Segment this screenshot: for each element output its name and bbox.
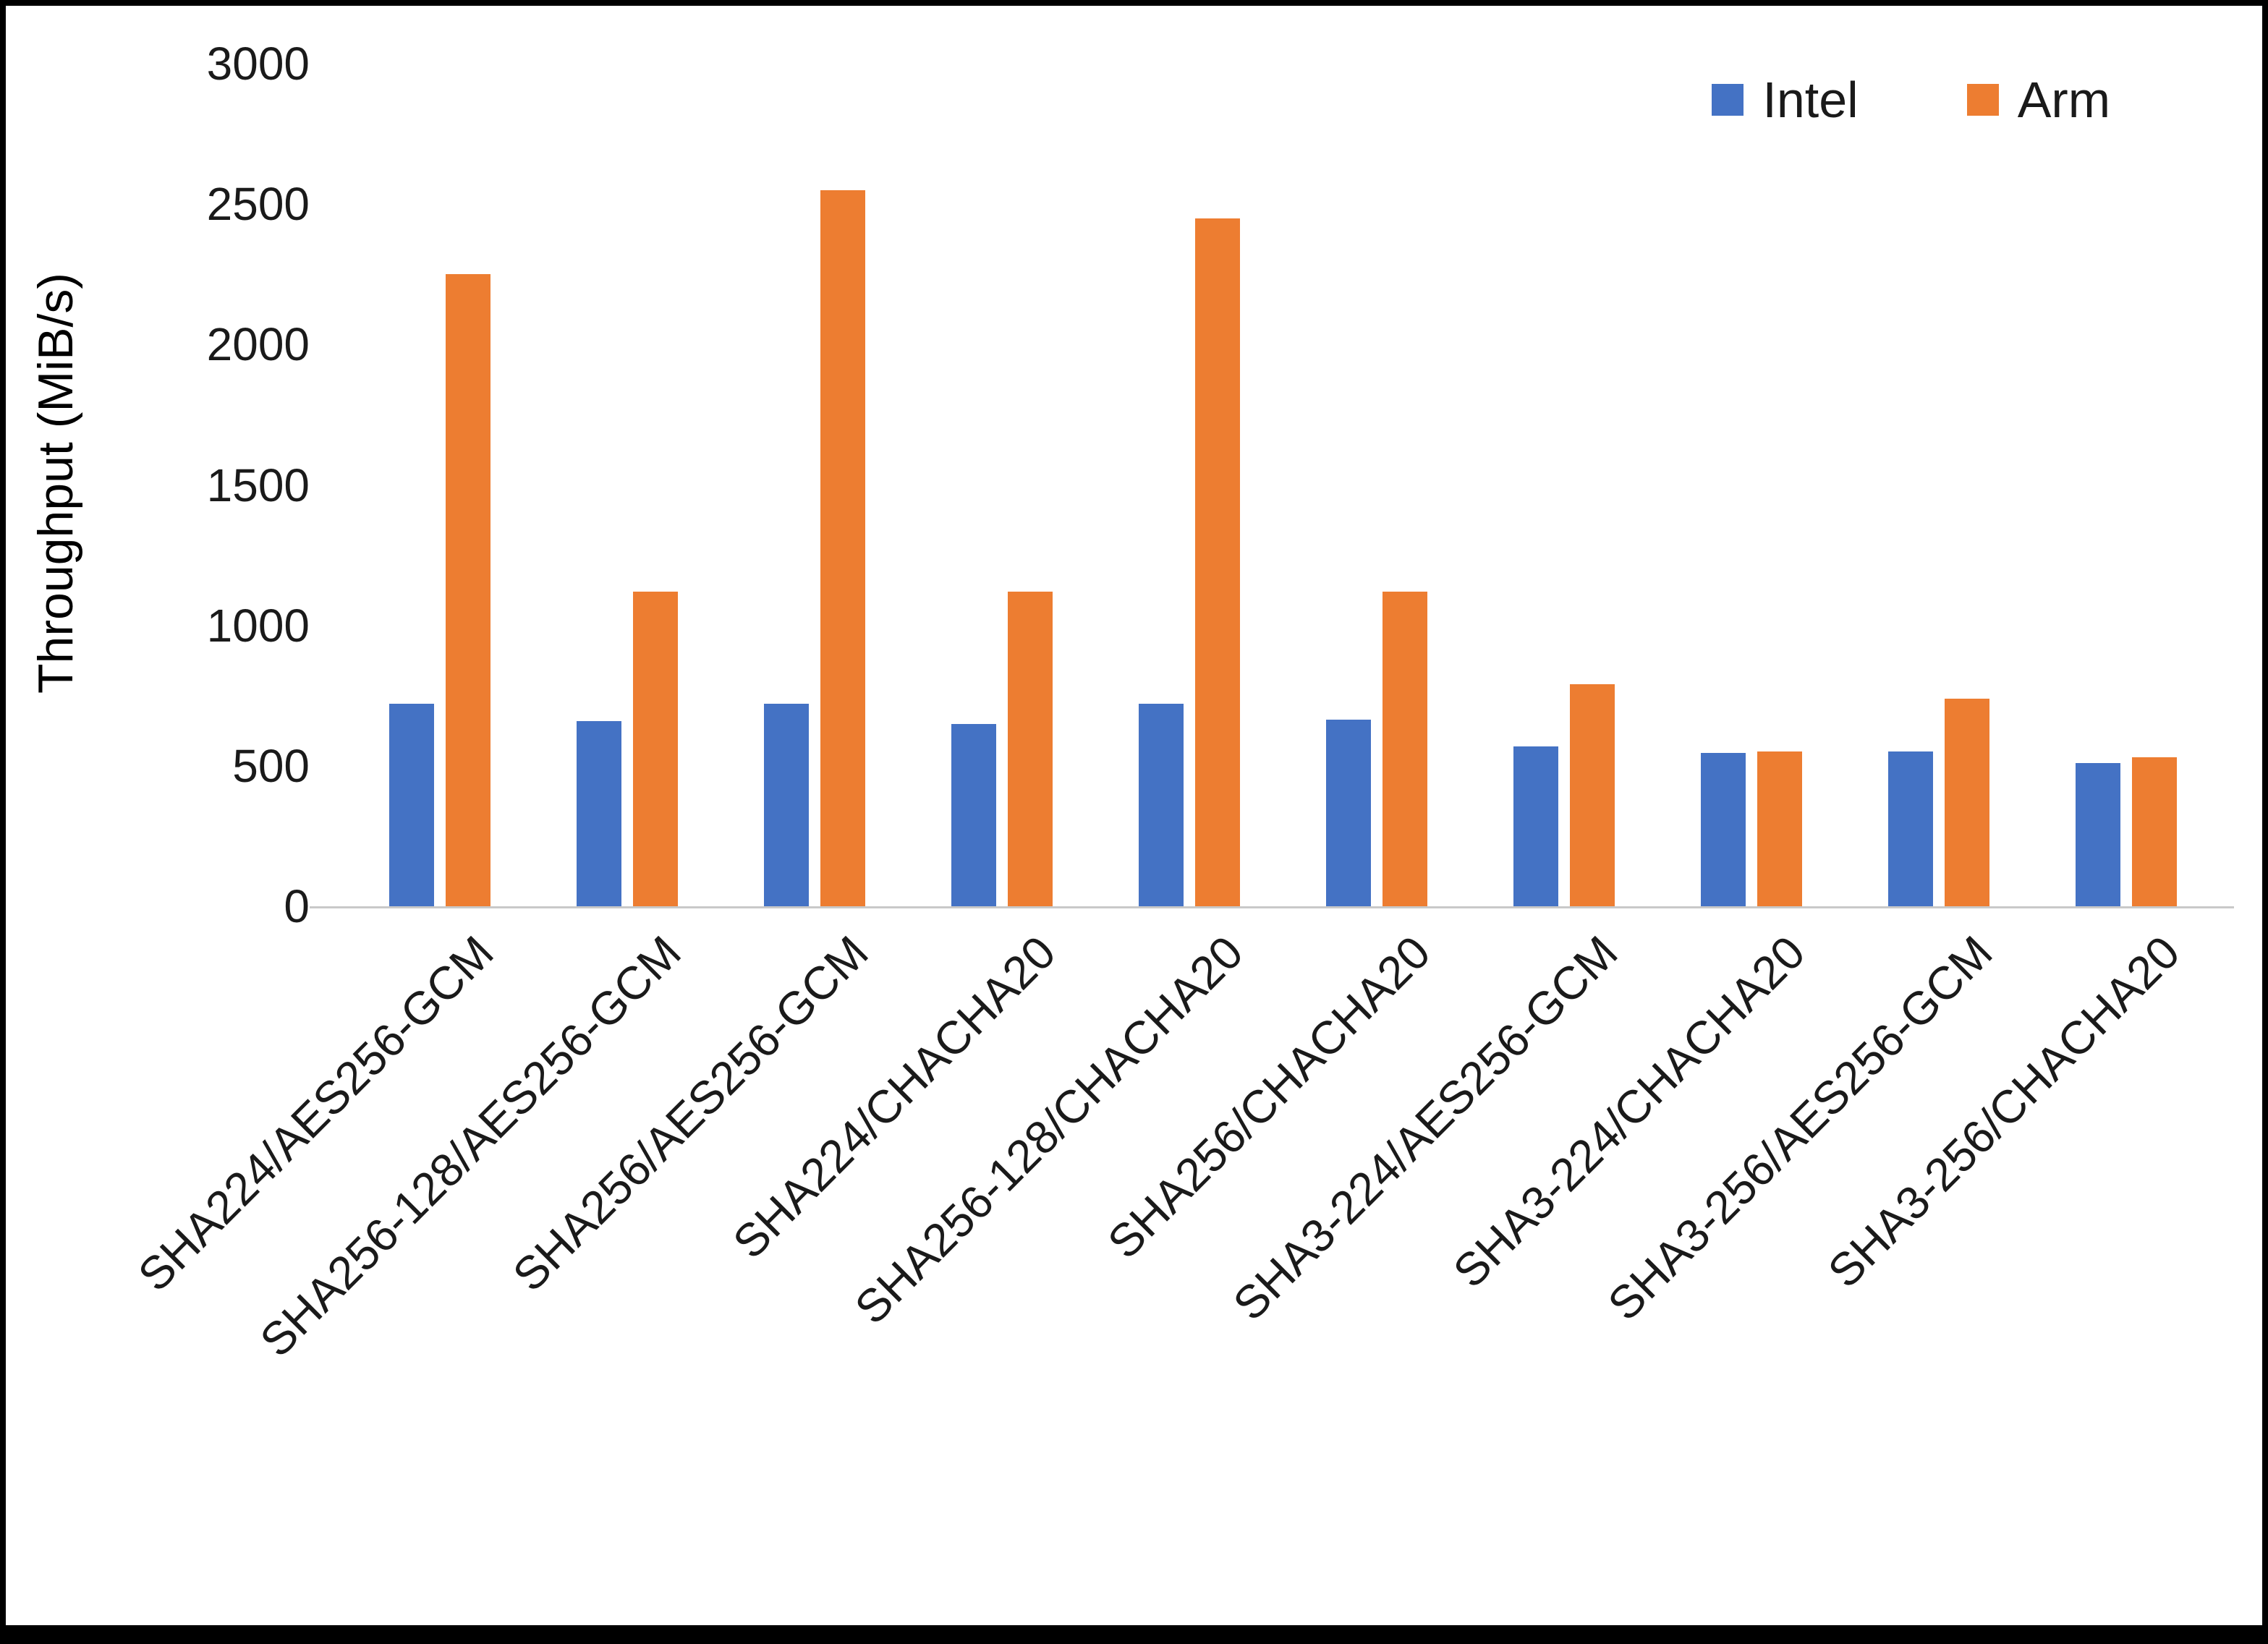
legend-swatch-icon [1966,84,1999,116]
bar-group [2032,64,2220,906]
x-category-label: SHA3-224/CHACHA20 [1443,926,1815,1298]
y-tick-label: 2500 [206,178,310,231]
bar-group [908,64,1095,906]
bar-group [346,64,533,906]
bar-intel [763,704,809,906]
bar-intel [1700,753,1746,906]
bar-arm [1944,698,1989,906]
y-tick-label: 1000 [206,599,310,652]
x-category-label: SHA3-256/AES256-GCM [1597,926,2002,1331]
x-category-label: SHA256/CHACHA20 [1097,926,1440,1269]
legend-label: Arm [2017,72,2110,128]
bar-intel [388,704,434,906]
bar-intel [951,723,996,906]
bar-intel [2075,762,2120,906]
bar-arm [1569,684,1615,906]
bar-arm [1757,751,1802,906]
plot-area [346,64,2220,906]
bar-arm [820,189,865,906]
y-tick-label: 1500 [206,459,310,511]
y-tick-label: 3000 [206,38,310,90]
bar-group [1845,64,2032,906]
bar-intel [1513,746,1558,906]
legend-entry-arm: Arm [1966,72,2110,128]
bar-arm [445,274,490,906]
x-category-label: SHA3-224/AES256-GCM [1223,926,1628,1331]
bar-group [533,64,721,906]
legend: Intel Arm [1712,74,2110,125]
legend-label: Intel [1762,72,1859,128]
bar-group [721,64,908,906]
bar-intel [576,720,621,906]
bar-arm [632,592,678,906]
x-category-label: SHA256/AES256-GCM [502,926,878,1301]
legend-swatch-icon [1712,84,1744,116]
x-axis-line [310,906,2234,908]
bar-group [1283,64,1470,906]
y-tick-label: 2000 [206,318,310,371]
x-category-label: SHA224/CHACHA20 [723,926,1066,1269]
bar-intel [1325,719,1371,906]
bar-arm [1007,592,1053,906]
y-tick-label: 0 [284,880,310,932]
bar-intel [1887,751,1933,906]
y-tick-label: 500 [232,739,310,792]
x-category-label: SHA3-256/CHACHA20 [1817,926,2190,1298]
x-category-label: SHA224/AES256-GCM [127,926,504,1301]
bar-arm [2131,757,2177,906]
x-category-label: SHA256-128/CHACHA20 [844,926,1253,1334]
bar-arm [1194,218,1240,906]
bar-group [1095,64,1283,906]
bar-intel [1138,704,1184,906]
legend-entry-intel: Intel [1712,72,1859,128]
bar-group [1657,64,1845,906]
bar-group [1470,64,1657,906]
bar-arm [1382,592,1427,906]
